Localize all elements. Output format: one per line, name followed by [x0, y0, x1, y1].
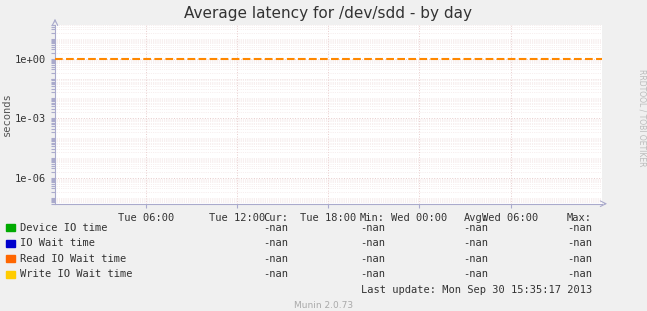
Text: RRDTOOL / TOBI OETIKER: RRDTOOL / TOBI OETIKER — [638, 69, 647, 167]
Text: Avg:: Avg: — [463, 213, 488, 223]
Text: Min:: Min: — [360, 213, 385, 223]
Text: -nan: -nan — [567, 223, 592, 233]
Text: -nan: -nan — [360, 238, 385, 248]
Title: Average latency for /dev/sdd - by day: Average latency for /dev/sdd - by day — [184, 6, 472, 21]
Text: -nan: -nan — [263, 254, 288, 264]
Text: -nan: -nan — [463, 254, 488, 264]
Text: -nan: -nan — [360, 269, 385, 279]
Text: -nan: -nan — [567, 269, 592, 279]
Text: Last update: Mon Sep 30 15:35:17 2013: Last update: Mon Sep 30 15:35:17 2013 — [361, 285, 592, 295]
Text: -nan: -nan — [567, 238, 592, 248]
Text: IO Wait time: IO Wait time — [20, 238, 95, 248]
Text: Write IO Wait time: Write IO Wait time — [20, 269, 133, 279]
Text: Max:: Max: — [567, 213, 592, 223]
Text: -nan: -nan — [463, 269, 488, 279]
Text: -nan: -nan — [463, 223, 488, 233]
Text: -nan: -nan — [360, 254, 385, 264]
Text: -nan: -nan — [463, 238, 488, 248]
Text: Cur:: Cur: — [263, 213, 288, 223]
Text: -nan: -nan — [263, 238, 288, 248]
Text: Read IO Wait time: Read IO Wait time — [20, 254, 126, 264]
Y-axis label: seconds: seconds — [2, 92, 12, 136]
Text: -nan: -nan — [263, 223, 288, 233]
Text: Device IO time: Device IO time — [20, 223, 107, 233]
Text: -nan: -nan — [360, 223, 385, 233]
Text: Munin 2.0.73: Munin 2.0.73 — [294, 301, 353, 310]
Text: -nan: -nan — [567, 254, 592, 264]
Text: -nan: -nan — [263, 269, 288, 279]
